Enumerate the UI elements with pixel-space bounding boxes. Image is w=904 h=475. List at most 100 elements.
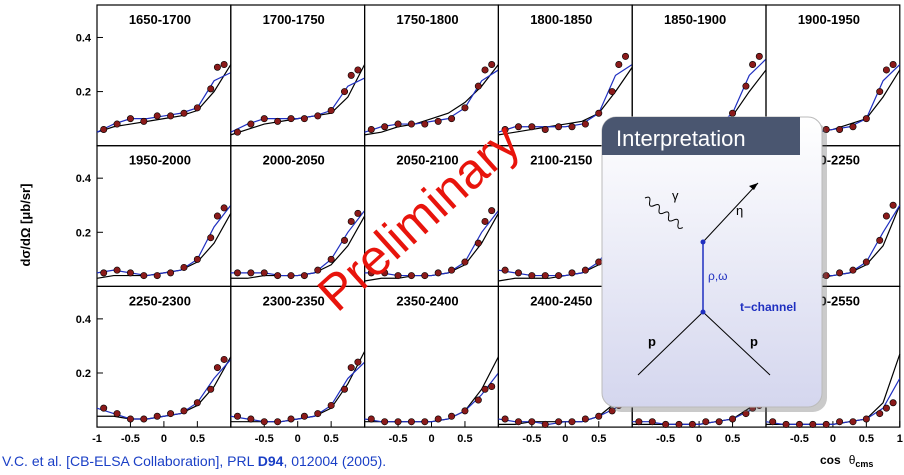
data-point (355, 210, 361, 216)
data-point (408, 418, 414, 424)
data-point (769, 418, 775, 424)
data-point (729, 110, 735, 116)
y-tick-label: 0.2 (76, 87, 91, 99)
vertex (701, 310, 706, 315)
data-point (368, 416, 374, 422)
data-point (448, 115, 454, 121)
data-point (127, 115, 133, 121)
data-point (274, 418, 280, 424)
data-point (100, 270, 106, 276)
data-point (154, 272, 160, 278)
x-tick-label: 0 (696, 433, 702, 445)
data-point (274, 272, 280, 278)
data-point (482, 67, 488, 73)
x-tick-label: 1 (897, 433, 903, 445)
model-curve (365, 70, 499, 132)
x-label-main: cos (820, 453, 841, 467)
data-point (462, 105, 468, 111)
data-point (114, 410, 120, 416)
data-point (582, 416, 588, 422)
panel-title: 2250-2300 (129, 293, 191, 308)
x-axis-label: cosθcms (820, 453, 873, 469)
panel-title: 2400-2450 (530, 293, 592, 308)
y-axis-label: dσ/dΩ [μb/sr] (18, 184, 33, 267)
data-point (636, 418, 642, 424)
data-point (689, 421, 695, 427)
data-point (729, 416, 735, 422)
data-point (515, 418, 521, 424)
data-point (676, 421, 682, 427)
data-point (462, 408, 468, 414)
data-point (877, 237, 883, 243)
panel-title: 1950-2000 (129, 153, 191, 168)
data-point (194, 400, 200, 406)
x-tick-label: 0.5 (190, 433, 205, 445)
data-point (100, 405, 106, 411)
data-point (890, 61, 896, 67)
data-point (448, 413, 454, 419)
data-point (355, 359, 361, 365)
data-point (482, 218, 488, 224)
data-point (127, 416, 133, 422)
panel-title: 1650-1700 (129, 12, 191, 27)
x-tick-label: -0.5 (790, 433, 809, 445)
proton-in-label: p (648, 334, 656, 349)
data-point (863, 115, 869, 121)
inset-title: Interpretation (616, 126, 746, 151)
data-point (448, 267, 454, 273)
data-point (863, 259, 869, 265)
data-point (502, 267, 508, 273)
x-tick-label: -0.5 (255, 433, 274, 445)
data-point (181, 408, 187, 414)
data-point (154, 113, 160, 119)
data-point (475, 240, 481, 246)
data-point (555, 124, 561, 130)
data-point (408, 121, 414, 127)
citation-suffix: , 012004 (2005). (283, 453, 386, 469)
data-point (622, 53, 628, 59)
data-point (301, 272, 307, 278)
data-point (141, 416, 147, 422)
data-point (288, 272, 294, 278)
y-tick-label: 0.2 (76, 227, 91, 239)
data-point (555, 418, 561, 424)
data-point (529, 418, 535, 424)
data-point (348, 364, 354, 370)
data-point (341, 386, 347, 392)
data-point (408, 272, 414, 278)
proton-out-label: p (750, 334, 758, 349)
x-tick-label: 0.5 (725, 433, 740, 445)
panel-title: 2100-2150 (530, 153, 592, 168)
data-point (315, 113, 321, 119)
data-point (489, 207, 495, 213)
data-point (890, 202, 896, 208)
data-point (482, 386, 488, 392)
data-point (181, 264, 187, 270)
data-point (341, 237, 347, 243)
panel-title: 2300-2350 (263, 293, 325, 308)
data-point (850, 267, 856, 273)
data-point (114, 267, 120, 273)
data-point (609, 88, 615, 94)
model-curve (365, 357, 499, 422)
panel-title: 1800-1850 (530, 12, 592, 27)
citation-volume: D94 (258, 453, 284, 469)
x-tick-label: -0.5 (656, 433, 675, 445)
data-point (435, 118, 441, 124)
data-point (662, 421, 668, 427)
data-point (261, 270, 267, 276)
data-point (569, 124, 575, 130)
data-point (288, 115, 294, 121)
data-point (328, 107, 334, 113)
data-point (221, 356, 227, 362)
data-point (582, 121, 588, 127)
data-point (181, 110, 187, 116)
data-point (261, 115, 267, 121)
data-point (368, 126, 374, 132)
data-point (221, 61, 227, 67)
data-point (569, 270, 575, 276)
data-point (596, 413, 602, 419)
x-tick-label: -0.5 (522, 433, 541, 445)
channel-label: t−channel (740, 300, 796, 314)
citation-prefix: V.C. et al. [CB-ELSA Collaboration], PRL (2, 453, 258, 469)
